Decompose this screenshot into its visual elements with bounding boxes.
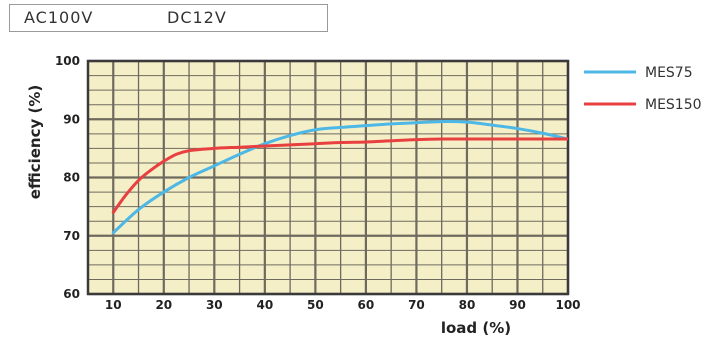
x-tick-label: 30 <box>206 298 223 312</box>
x-tick-label: 50 <box>307 298 324 312</box>
x-tick-label: 60 <box>358 298 375 312</box>
operating-conditions-box: AC100V DC12V <box>9 4 328 32</box>
series-line-mes150 <box>111 137 568 214</box>
x-tick-label: 20 <box>155 298 172 312</box>
series-line-mes75 <box>111 120 568 235</box>
x-tick-label: 40 <box>256 298 273 312</box>
x-tick-label: 100 <box>555 298 580 312</box>
input-voltage-label: AC100V <box>24 8 94 27</box>
legend-label-mes150: MES150 <box>645 97 702 113</box>
y-tick-label: 100 <box>55 54 80 68</box>
x-tick-label: 90 <box>509 298 526 312</box>
tick-labels: 10 20 30 40 50 60 70 80 90 100 60 70 80 90 100 <box>55 54 581 312</box>
legend-label-mes75: MES75 <box>645 65 693 81</box>
legend: MES75 MES150 <box>584 65 702 113</box>
x-tick-label: 80 <box>459 298 476 312</box>
y-tick-label: 90 <box>63 112 80 126</box>
x-tick-label: 10 <box>105 298 122 312</box>
plot-border <box>86 59 570 296</box>
x-tick-label: 70 <box>408 298 425 312</box>
output-voltage-label: DC12V <box>167 8 227 27</box>
series-lines <box>111 120 568 235</box>
y-tick-label: 60 <box>63 287 80 301</box>
x-axis-label: load (%) <box>441 319 511 337</box>
y-axis-label: efficiency (%) <box>26 85 44 199</box>
grid <box>86 59 570 296</box>
y-tick-label: 80 <box>63 171 80 185</box>
y-tick-label: 70 <box>63 229 80 243</box>
